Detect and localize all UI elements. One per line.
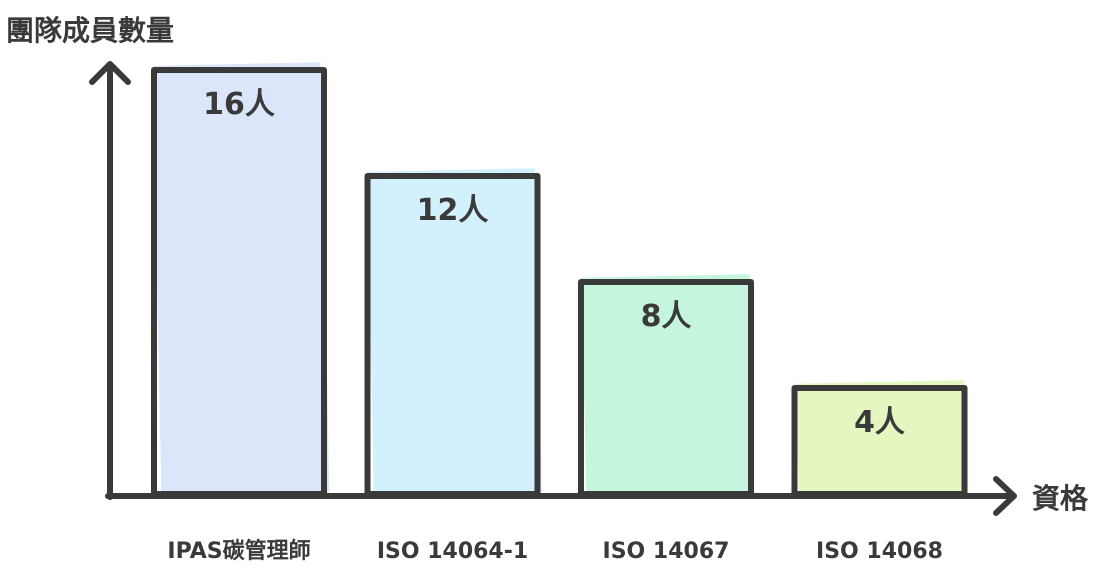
bar-fill (796, 380, 967, 496)
x-tick-label: ISO 14064-1 (377, 539, 528, 564)
bar-value-label: 8人 (641, 299, 692, 334)
y-axis-label: 團隊成員數量 (6, 14, 174, 47)
x-axis-arrow (993, 476, 1017, 516)
bar-value-label: 12人 (417, 193, 489, 228)
x-tick-label: ISO 14067 (603, 539, 730, 564)
bars-layer (151, 62, 968, 497)
axes-layer: 團隊成員數量 資格 (6, 14, 1089, 516)
x-tick-label: ISO 14068 (816, 539, 943, 564)
bar-fill (152, 62, 330, 496)
bar-fill (367, 168, 542, 496)
x-axis-label: 資格 (1032, 482, 1089, 515)
x-tick-label: IPAS碳管理師 (167, 538, 310, 564)
y-axis-arrow (89, 61, 131, 85)
labels-layer: 16人 IPAS碳管理師 12人 ISO 14064-1 8人 ISO 14067 4人 IS… (167, 87, 943, 564)
bar-fill (581, 274, 755, 496)
bar-value-label: 4人 (854, 405, 905, 440)
bar-value-label: 16人 (203, 87, 275, 122)
